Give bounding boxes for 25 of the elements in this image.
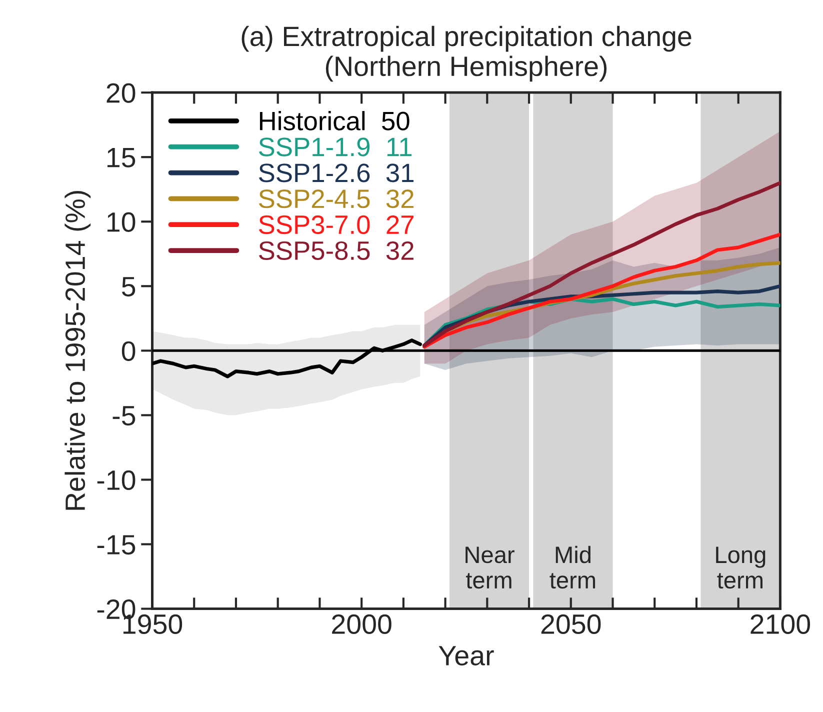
y-tick-label: -5 xyxy=(112,406,136,426)
line-series xyxy=(422,181,780,348)
x-tick-label: 2000 xyxy=(332,614,392,634)
y-axis-title: Relative to 1995-2014 (%) xyxy=(64,191,91,510)
line-series xyxy=(422,232,780,349)
x-tick-label: 2050 xyxy=(541,614,601,634)
y-tick-label: 0 xyxy=(122,341,136,361)
legend-label: SSP5-8.5 32 xyxy=(259,241,414,260)
band-label: Mid term xyxy=(550,546,596,589)
y-tick-label: -15 xyxy=(97,535,136,555)
y-tick-label: 5 xyxy=(122,277,136,296)
legend-label: SSP1-2.6 31 xyxy=(259,164,414,182)
y-tick-label: 10 xyxy=(108,212,136,232)
x-axis-title: Year xyxy=(438,646,494,666)
y-tick-label: -10 xyxy=(97,470,136,490)
y-tick-label: 20 xyxy=(106,83,136,103)
x-tick-label: 2100 xyxy=(750,614,810,634)
legend-label: Historical 50 xyxy=(260,111,410,130)
y-tick-label: 15 xyxy=(108,148,136,168)
chart-title: (a) Extratropical precipitation change (Northern Hemisphere) xyxy=(242,26,692,82)
legend-label: SSP3-7.0 27 xyxy=(259,215,414,234)
band-label: Long term xyxy=(716,546,766,589)
legend-label: SSP1-1.9 11 xyxy=(259,138,412,156)
band-label: Near term xyxy=(466,546,514,589)
legend-label: SSP2-4.5 32 xyxy=(259,189,414,208)
